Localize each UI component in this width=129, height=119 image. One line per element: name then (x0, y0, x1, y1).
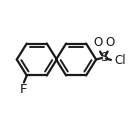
Text: O: O (93, 36, 103, 49)
Text: F: F (20, 83, 27, 96)
Text: Cl: Cl (114, 54, 126, 67)
Text: O: O (105, 36, 114, 49)
Text: S: S (100, 51, 108, 64)
